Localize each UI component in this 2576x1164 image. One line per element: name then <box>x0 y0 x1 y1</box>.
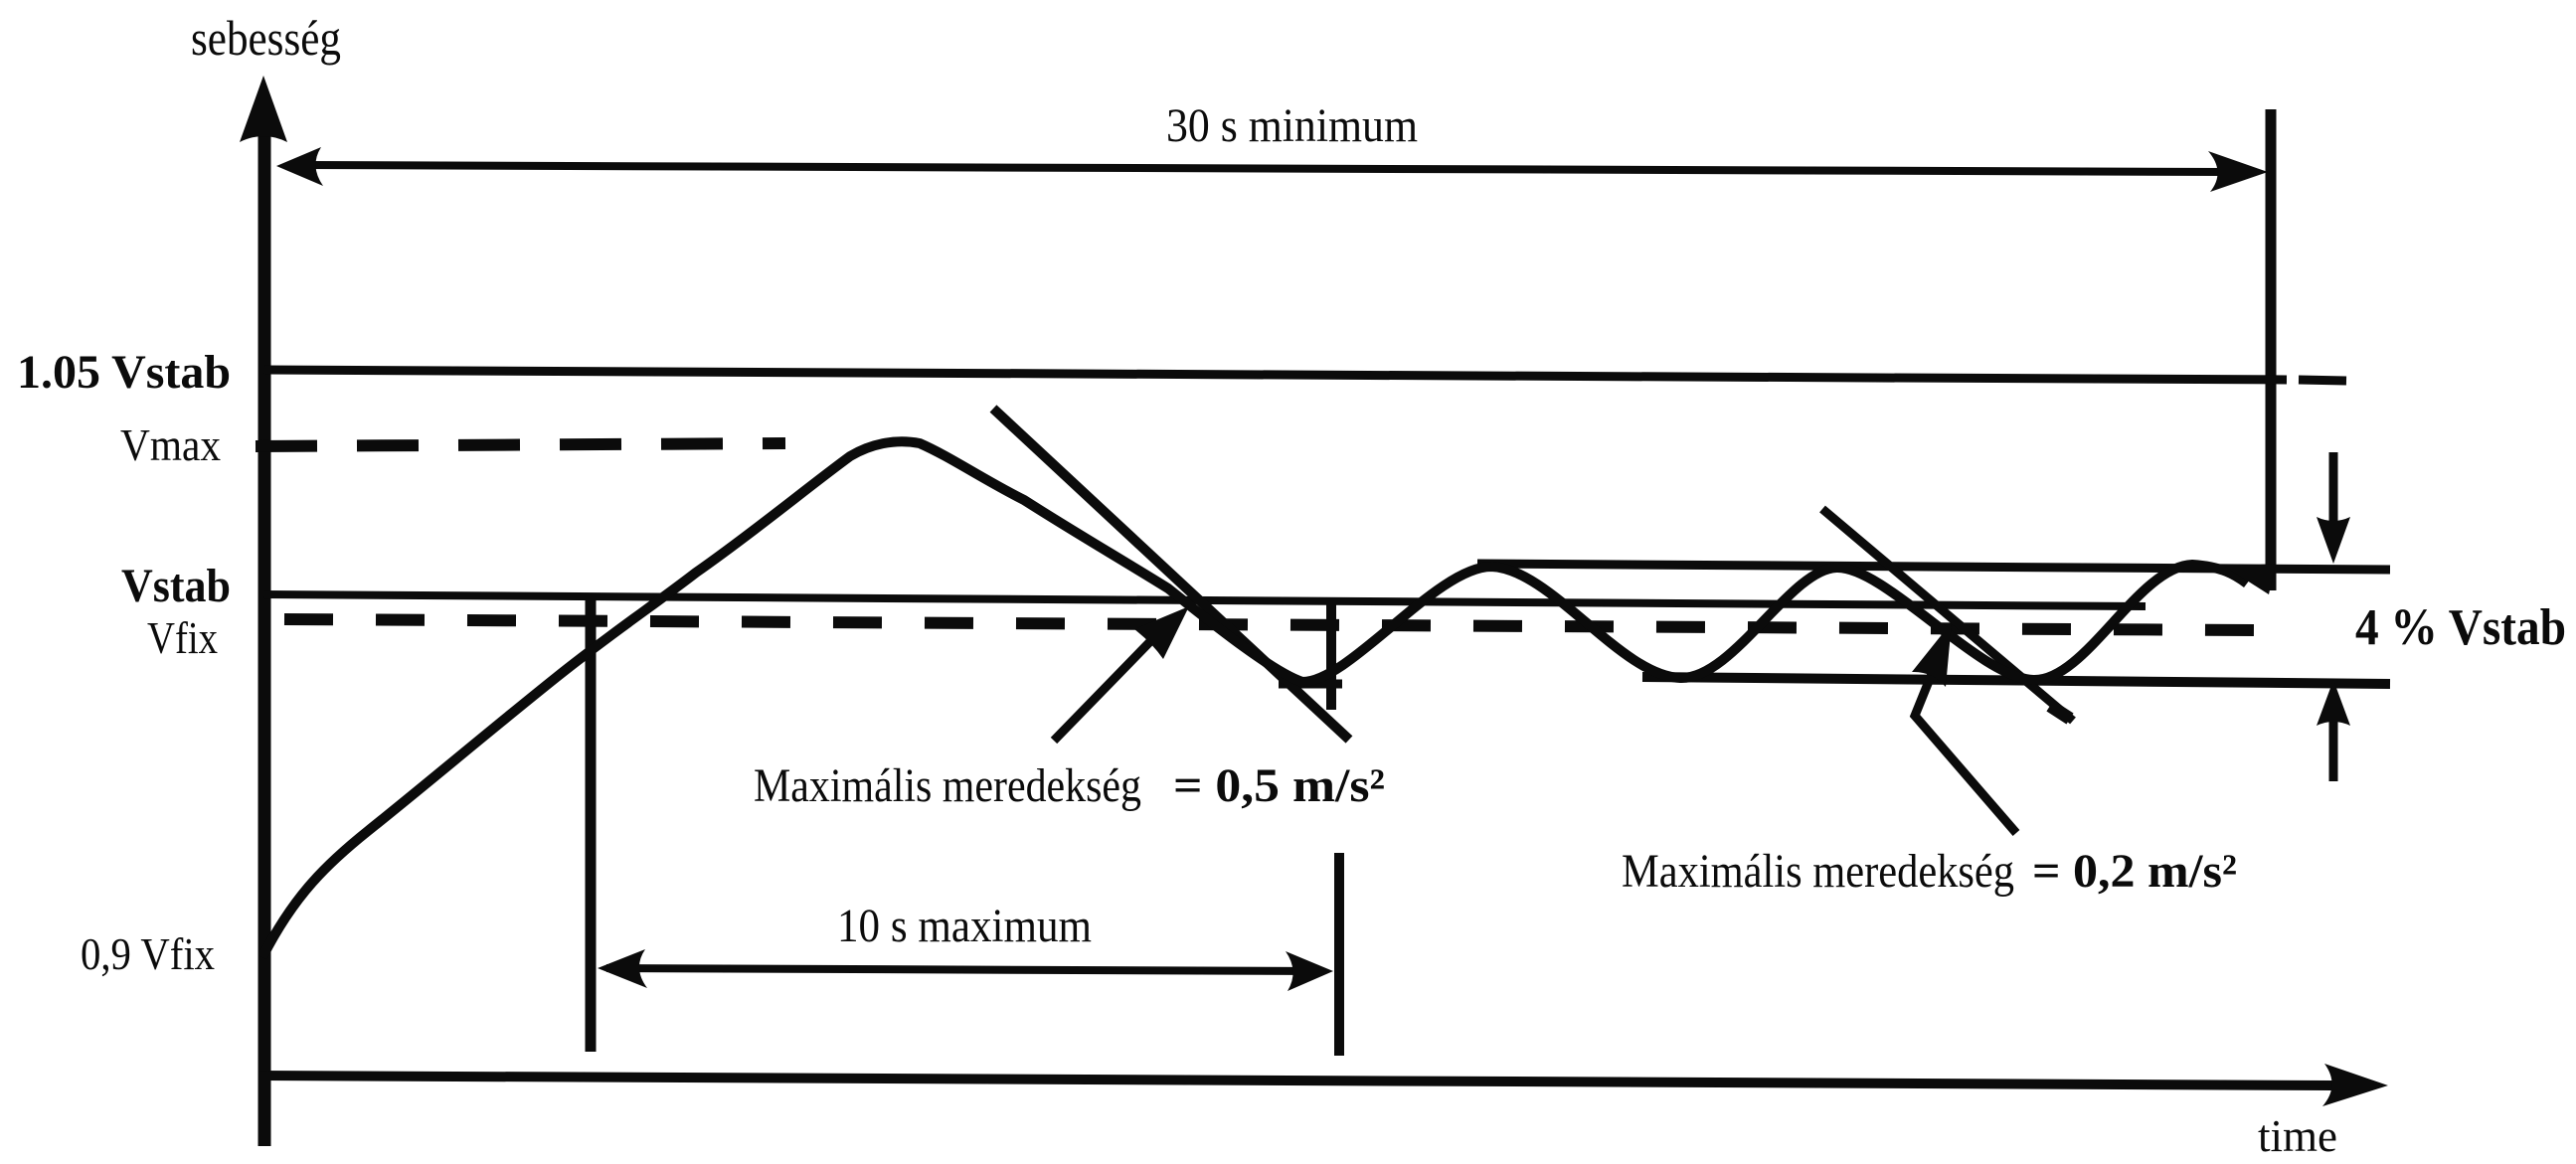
svg-text:Vfix: Vfix <box>147 612 218 663</box>
svg-text:Vstab: Vstab <box>121 560 231 612</box>
svg-text:sebesség: sebesség <box>191 10 341 66</box>
svg-text:= 0,2 m/s²: = 0,2 m/s² <box>2032 845 2237 898</box>
svg-text:0,9 Vfix: 0,9 Vfix <box>81 928 215 979</box>
svg-text:time: time <box>2258 1110 2337 1161</box>
svg-text:Maximális meredekség: Maximális meredekség <box>754 759 1141 812</box>
svg-text:Maximális meredekség: Maximális meredekség <box>1622 845 2014 898</box>
svg-text:= 0,5 m/s²: = 0,5 m/s² <box>1173 759 1385 812</box>
svg-text:30 s minimum: 30 s minimum <box>1166 99 1418 152</box>
svg-text:1.05 Vstab: 1.05 Vstab <box>17 346 231 399</box>
svg-text:10 s maximum: 10 s maximum <box>837 900 1092 952</box>
svg-text:4 % Vstab: 4 % Vstab <box>2355 599 2566 656</box>
svg-text:Vmax: Vmax <box>120 419 221 470</box>
